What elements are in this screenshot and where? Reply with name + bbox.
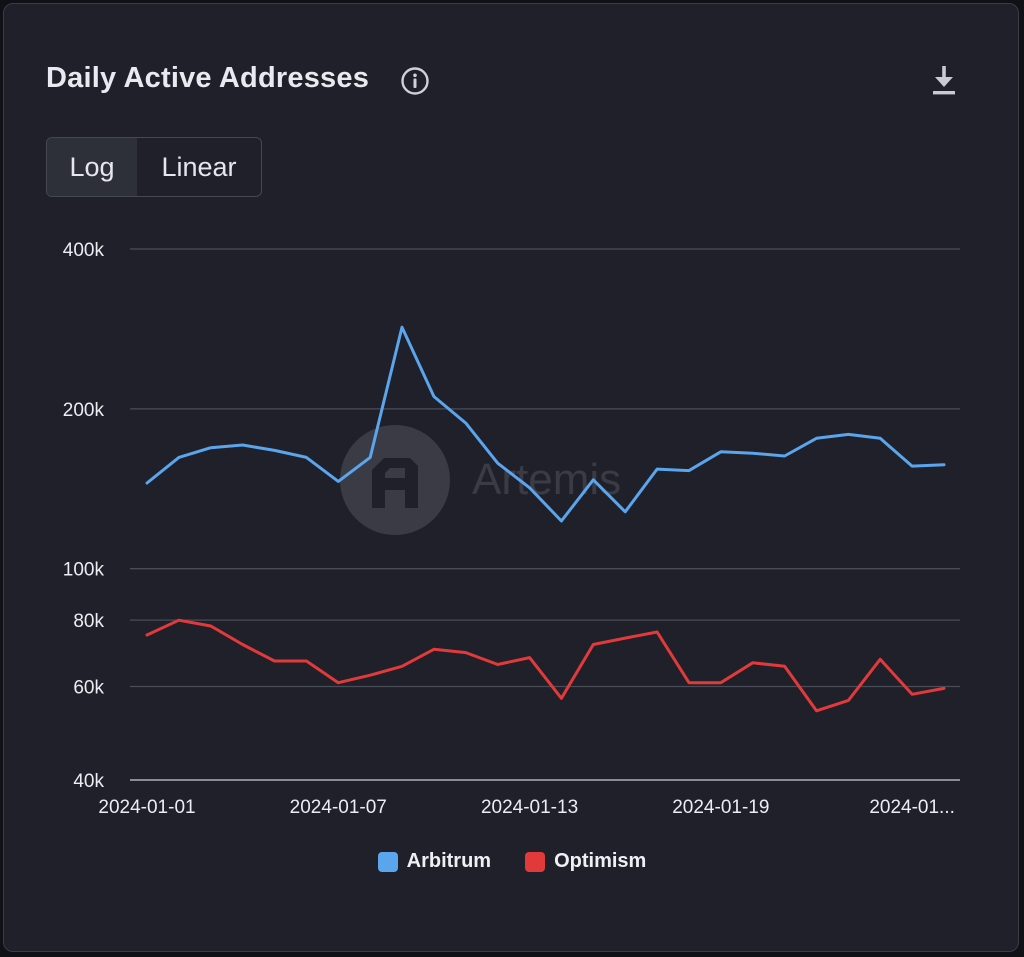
y-tick-label: 400k xyxy=(63,240,105,261)
data-point-optimism[interactable] xyxy=(810,705,822,717)
data-point-optimism[interactable] xyxy=(587,638,599,650)
chart-card: Daily Active Addresses Log Linear Arbitr… xyxy=(3,3,1019,952)
data-point-arbitrum[interactable] xyxy=(364,451,376,463)
x-tick-label: 2024-01-01 xyxy=(98,797,195,818)
data-point-optimism[interactable] xyxy=(683,677,695,689)
data-point-optimism[interactable] xyxy=(524,652,536,664)
info-icon[interactable] xyxy=(400,66,430,96)
data-point-optimism[interactable] xyxy=(619,632,631,644)
data-point-optimism[interactable] xyxy=(460,647,472,659)
chart-legend: Arbitrum Optimism xyxy=(4,850,1020,873)
data-point-arbitrum[interactable] xyxy=(715,446,727,458)
data-point-optimism[interactable] xyxy=(492,659,504,671)
y-tick-label: 80k xyxy=(73,611,104,632)
log-scale-button[interactable]: Log xyxy=(47,138,137,196)
scale-toggle: Log Linear xyxy=(46,137,262,197)
data-point-arbitrum[interactable] xyxy=(619,506,631,518)
data-point-arbitrum[interactable] xyxy=(396,321,408,333)
y-tick-label: 60k xyxy=(73,677,104,698)
data-point-optimism[interactable] xyxy=(364,669,376,681)
data-point-arbitrum[interactable] xyxy=(747,447,759,459)
data-point-arbitrum[interactable] xyxy=(524,482,536,494)
data-point-arbitrum[interactable] xyxy=(269,444,281,456)
legend-item-optimism[interactable]: Optimism xyxy=(525,850,646,873)
data-point-arbitrum[interactable] xyxy=(842,428,854,440)
data-point-optimism[interactable] xyxy=(906,688,918,700)
y-tick-label: 200k xyxy=(63,400,105,421)
x-tick-label: 2024-01-07 xyxy=(290,797,387,818)
data-point-arbitrum[interactable] xyxy=(332,475,344,487)
data-point-optimism[interactable] xyxy=(874,653,886,665)
legend-item-arbitrum[interactable]: Arbitrum xyxy=(377,850,492,873)
data-point-optimism[interactable] xyxy=(715,677,727,689)
data-point-arbitrum[interactable] xyxy=(779,450,791,462)
data-point-arbitrum[interactable] xyxy=(810,432,822,444)
data-point-arbitrum[interactable] xyxy=(651,463,663,475)
data-point-optimism[interactable] xyxy=(269,655,281,667)
data-point-optimism[interactable] xyxy=(300,655,312,667)
data-point-optimism[interactable] xyxy=(842,694,854,706)
legend-swatch-arbitrum xyxy=(377,851,398,872)
x-tick-label: 2024-01... xyxy=(869,797,955,818)
data-point-optimism[interactable] xyxy=(396,660,408,672)
x-tick-label: 2024-01-13 xyxy=(481,797,578,818)
data-point-optimism[interactable] xyxy=(332,677,344,689)
series-line-optimism[interactable] xyxy=(145,618,946,713)
data-point-optimism[interactable] xyxy=(428,643,440,655)
data-point-arbitrum[interactable] xyxy=(906,460,918,472)
data-point-arbitrum[interactable] xyxy=(587,474,599,486)
data-point-arbitrum[interactable] xyxy=(428,390,440,402)
y-tick-label: 100k xyxy=(63,560,105,581)
data-point-optimism[interactable] xyxy=(938,682,950,694)
data-point-optimism[interactable] xyxy=(747,657,759,669)
data-point-arbitrum[interactable] xyxy=(683,465,695,477)
data-point-arbitrum[interactable] xyxy=(938,459,950,471)
data-point-optimism[interactable] xyxy=(205,620,217,632)
legend-swatch-optimism xyxy=(525,851,546,872)
x-tick-label: 2024-01-19 xyxy=(672,797,769,818)
data-point-optimism[interactable] xyxy=(237,638,249,650)
chart-title: Daily Active Addresses xyxy=(46,62,370,94)
data-point-arbitrum[interactable] xyxy=(460,417,472,429)
legend-label-optimism: Optimism xyxy=(554,850,647,872)
data-point-arbitrum[interactable] xyxy=(173,451,185,463)
legend-label-arbitrum: Arbitrum xyxy=(406,850,492,872)
data-point-optimism[interactable] xyxy=(555,692,567,704)
data-point-optimism[interactable] xyxy=(141,629,153,641)
data-point-arbitrum[interactable] xyxy=(492,457,504,469)
data-point-arbitrum[interactable] xyxy=(300,451,312,463)
y-tick-label: 40k xyxy=(73,771,104,792)
data-point-arbitrum[interactable] xyxy=(237,439,249,451)
data-point-optimism[interactable] xyxy=(651,626,663,638)
artemis-watermark: Artemis xyxy=(340,425,621,535)
data-point-optimism[interactable] xyxy=(173,614,185,626)
download-icon[interactable] xyxy=(930,64,958,100)
data-point-arbitrum[interactable] xyxy=(141,477,153,489)
data-point-optimism[interactable] xyxy=(779,660,791,672)
data-point-arbitrum[interactable] xyxy=(555,515,567,527)
data-point-arbitrum[interactable] xyxy=(874,432,886,444)
linear-scale-button[interactable]: Linear xyxy=(161,151,237,182)
series-line-arbitrum[interactable] xyxy=(145,325,946,523)
data-point-arbitrum[interactable] xyxy=(205,442,217,454)
